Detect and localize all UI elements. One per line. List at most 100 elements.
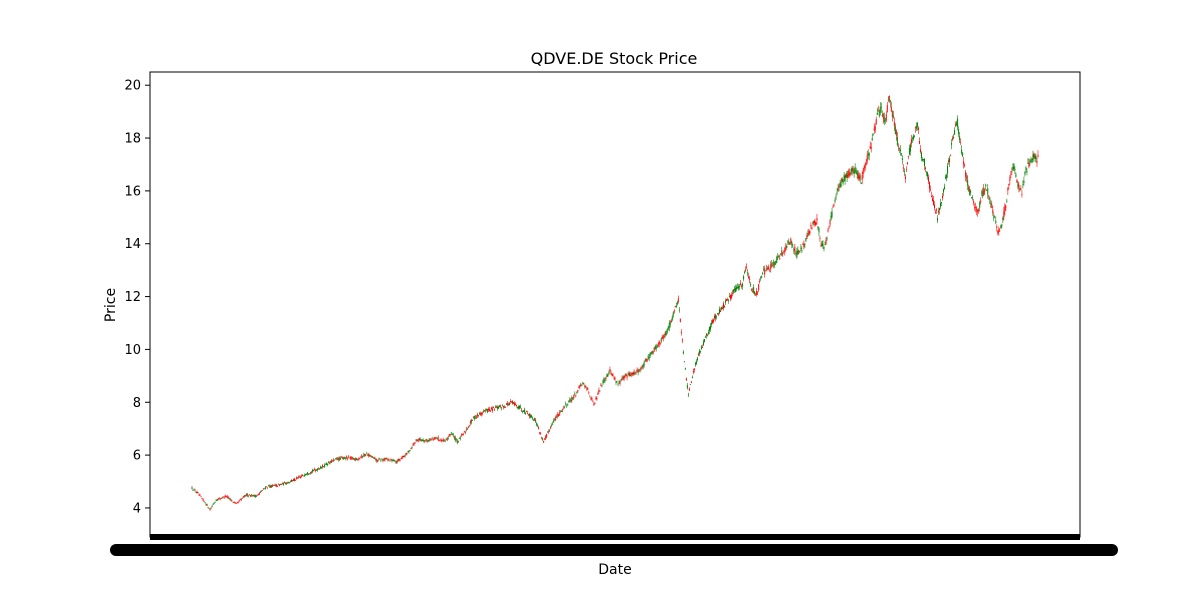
candle-body	[761, 275, 763, 278]
candle-body	[326, 463, 328, 465]
candle-body	[667, 326, 669, 330]
candle-body	[1015, 174, 1017, 177]
candle-body	[712, 319, 714, 322]
candle-body	[387, 459, 389, 461]
candle-body	[414, 442, 416, 444]
candle-body	[781, 250, 783, 256]
candle-body	[747, 272, 749, 274]
candle-body	[361, 455, 363, 458]
candle-body	[942, 195, 944, 199]
candle-body	[846, 171, 848, 178]
candle-body	[804, 244, 806, 246]
candle-body	[1024, 172, 1026, 175]
candle-body	[242, 496, 244, 498]
candle-body	[841, 178, 843, 182]
candle-body	[949, 158, 951, 163]
candle-body	[279, 484, 281, 485]
candle-body	[330, 460, 332, 463]
candle-body	[767, 267, 769, 269]
candle-body	[569, 399, 571, 401]
candle-body	[449, 434, 451, 436]
candle-body	[1029, 161, 1031, 162]
candle-body	[1020, 188, 1022, 190]
candle-body	[1016, 179, 1018, 183]
candle-body	[779, 258, 781, 260]
candle-body	[778, 256, 780, 257]
candle-body	[209, 509, 211, 511]
candle-body	[733, 289, 735, 293]
candle-body	[652, 351, 654, 354]
candle-body	[484, 410, 486, 412]
candle-body	[862, 169, 864, 175]
candle-body	[283, 482, 285, 484]
chart-title: QDVE.DE Stock Price	[531, 49, 698, 68]
candle-body	[338, 458, 340, 460]
candle-body	[401, 456, 403, 460]
candle-body	[906, 162, 908, 164]
candle-body	[941, 202, 943, 204]
candle-body	[363, 454, 365, 457]
candle-body	[662, 336, 664, 339]
candle-body	[968, 186, 970, 191]
candle-body	[1017, 183, 1019, 187]
candle-body	[603, 378, 605, 382]
candle-body	[458, 437, 460, 439]
candle-body	[290, 479, 292, 482]
candle-body	[324, 464, 326, 467]
candle-body	[451, 434, 453, 435]
candle-body	[396, 460, 398, 463]
candle-body	[959, 136, 961, 141]
candle-body	[284, 482, 286, 485]
candle-body	[399, 459, 401, 461]
candle-body	[966, 176, 968, 179]
candle-body	[429, 439, 431, 441]
candle-body	[498, 405, 500, 408]
candle-body	[793, 248, 795, 251]
candle-body	[216, 499, 218, 501]
candle-body	[325, 463, 327, 465]
candle-body	[583, 383, 585, 385]
candle-body	[654, 347, 656, 349]
candle-body	[989, 197, 991, 200]
candle-body	[420, 439, 422, 441]
candle-body	[678, 309, 680, 311]
candle-body	[275, 484, 277, 487]
candle-body	[459, 437, 461, 439]
candle-body	[268, 485, 270, 487]
candle-body	[489, 410, 491, 412]
candle-body	[347, 458, 349, 460]
candle-body	[475, 416, 477, 418]
candle-body	[483, 410, 485, 412]
candle-body	[213, 503, 215, 505]
candle-body	[921, 158, 923, 161]
candle-body	[1027, 162, 1029, 164]
candle-body	[360, 456, 362, 458]
candle-body	[597, 393, 599, 395]
candle-body	[858, 174, 860, 179]
candle-body	[539, 432, 541, 434]
candle-body	[750, 284, 752, 286]
candle-body	[354, 458, 356, 460]
candle-body	[682, 351, 684, 354]
candle-body	[726, 299, 728, 301]
candle-body	[300, 476, 302, 478]
candle-body	[311, 471, 313, 473]
candle-body	[335, 458, 337, 460]
candle-body	[965, 171, 967, 177]
candle-body	[746, 266, 748, 268]
candle-body	[567, 404, 569, 406]
candle-body	[745, 269, 747, 271]
candle-body	[273, 484, 275, 486]
candle-body	[715, 316, 717, 318]
candle-body	[581, 385, 583, 386]
candle-body	[975, 206, 977, 209]
candle-body	[609, 369, 611, 371]
candle-body	[801, 250, 803, 251]
candle-body	[633, 371, 635, 375]
candle-body	[390, 458, 392, 460]
candle-body	[370, 455, 372, 457]
candle-body	[922, 159, 924, 160]
candle-body	[915, 126, 917, 129]
candle-body	[203, 501, 205, 502]
candle-body	[357, 459, 359, 461]
